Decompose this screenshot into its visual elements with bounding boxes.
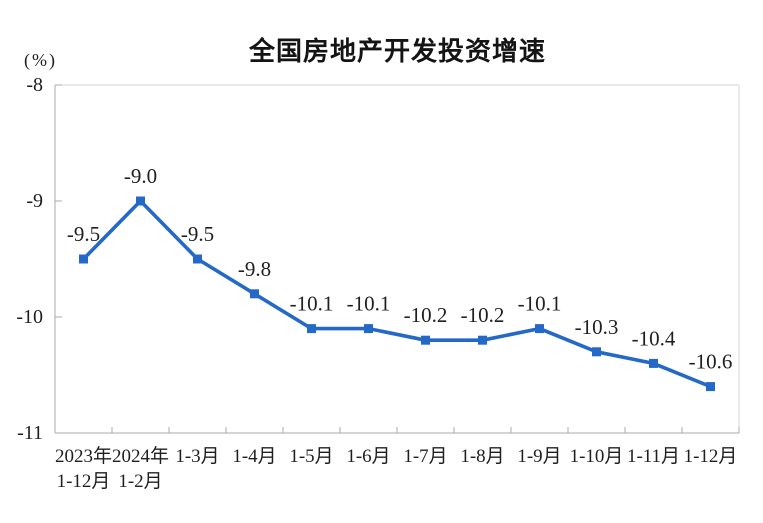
data-point-label: -10.3 — [575, 315, 619, 339]
y-axis-unit-label: (%) — [24, 50, 57, 70]
x-axis-category-label: 1-6月 — [346, 446, 390, 467]
data-point-label: -10.6 — [689, 350, 733, 374]
data-point-label: -9.5 — [181, 222, 214, 246]
data-point-label: -9.8 — [238, 257, 271, 281]
data-point-marker — [421, 335, 430, 345]
data-point-label: -9.0 — [124, 164, 157, 188]
x-axis-category-label: 1-8月 — [460, 446, 504, 467]
data-line — [81, 199, 713, 389]
data-point-label: -10.2 — [404, 303, 448, 327]
data-point-label: -10.2 — [461, 303, 505, 327]
x-axis-category-label: 2024年 — [112, 445, 169, 467]
data-point-marker — [364, 324, 373, 334]
chart-title: 全国房地产开发投资增速 — [248, 36, 546, 66]
x-axis-category-label: 1-9月 — [517, 446, 561, 467]
x-axis-category-label: 1-12月 — [684, 446, 738, 467]
data-point-label: -10.4 — [632, 326, 676, 350]
data-point-marker — [478, 335, 487, 345]
x-axis-category-label: 1-2月 — [118, 471, 162, 492]
data-point-marker — [706, 382, 715, 392]
x-axis-category-label: 1-4月 — [232, 446, 276, 467]
y-axis-tick-label: -8 — [26, 74, 43, 96]
data-point-marker — [193, 254, 202, 264]
data-point-marker — [136, 196, 145, 206]
data-point-label: -9.5 — [67, 222, 100, 246]
x-axis-category-label: 2023年 — [55, 445, 112, 467]
data-point-marker — [649, 358, 658, 368]
data-point-label: -10.1 — [347, 292, 391, 316]
data-point-marker — [592, 347, 601, 357]
data-point-label: -10.1 — [290, 292, 334, 316]
x-axis-category-label: 1-10月 — [570, 446, 624, 467]
data-point-marker — [79, 254, 88, 264]
y-axis-tick-label: -9 — [26, 190, 43, 212]
data-point-marker — [307, 324, 316, 334]
data-point-marker — [535, 324, 544, 334]
x-axis-category-label: 1-3月 — [175, 446, 219, 467]
x-axis-category-label: 1-7月 — [403, 446, 447, 467]
data-point-label: -10.1 — [518, 292, 562, 316]
data-point-marker — [250, 289, 259, 299]
x-axis-category-label: 1-5月 — [289, 446, 333, 467]
x-axis-category-label: 1-11月 — [627, 446, 680, 467]
y-axis-tick-label: -10 — [16, 306, 43, 328]
x-axis-category-label: 1-12月 — [57, 471, 111, 492]
y-axis-tick-label: -11 — [17, 422, 43, 444]
